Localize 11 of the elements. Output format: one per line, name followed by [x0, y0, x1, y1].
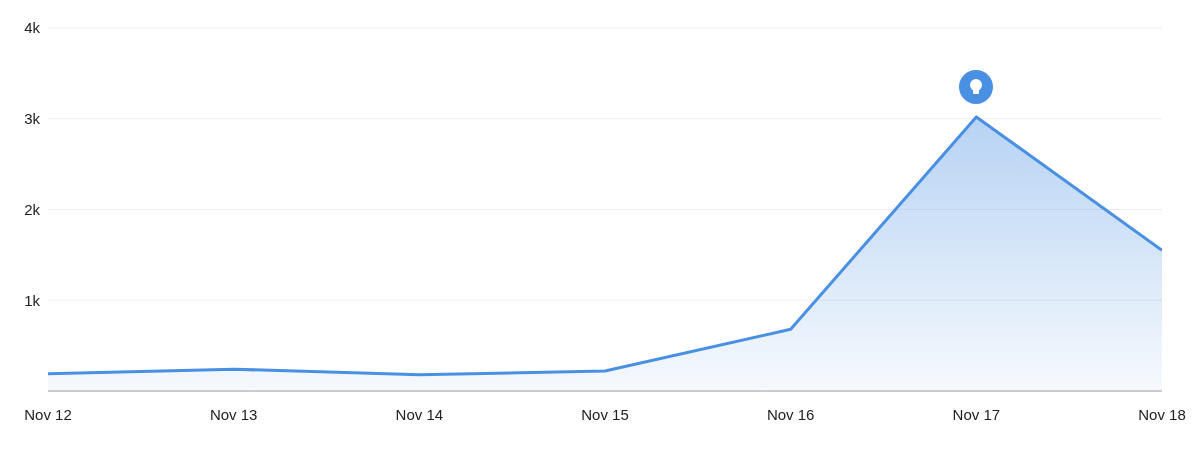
- x-tick-label: Nov 14: [395, 405, 444, 423]
- x-tick-label: Nov 18: [1138, 405, 1186, 423]
- y-tick-label: 2k: [24, 200, 41, 218]
- x-tick-label: Nov 16: [766, 405, 815, 423]
- x-tick-label: Nov 13: [209, 405, 258, 423]
- x-tick-label: Nov 12: [24, 405, 72, 423]
- y-tick-label: 4k: [24, 19, 41, 37]
- x-tick-label: Nov 17: [952, 405, 1001, 423]
- y-tick-label: 3k: [24, 110, 41, 128]
- y-tick-label: 1k: [24, 291, 41, 309]
- x-tick-label: Nov 15: [581, 405, 629, 423]
